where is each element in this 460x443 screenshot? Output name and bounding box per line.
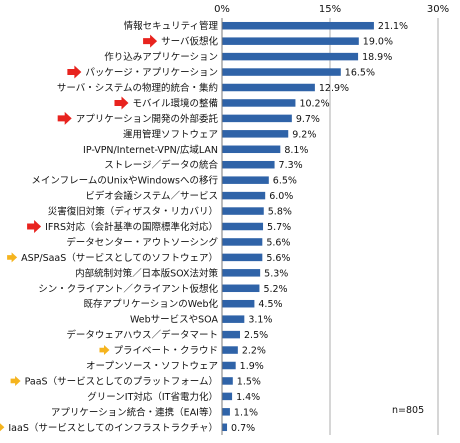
x-tick-label: 15%: [319, 4, 341, 15]
category-label: IFRS対応（会計基準の国際標準化対応）: [45, 221, 218, 233]
category-label: オープンソース・ソフトウェア: [86, 361, 218, 372]
value-label: 6.0%: [269, 191, 293, 202]
bar: [222, 253, 263, 262]
value-label: 18.9%: [362, 52, 392, 63]
red-arrow-icon: [67, 65, 82, 79]
category-label: グリーンIT対応（IT省電力化）: [87, 391, 218, 403]
category-label: 内部統制対策／日本版SOX法対策: [75, 267, 218, 279]
category-label: データセンター・アウトソーシング: [66, 236, 218, 248]
red-arrow-icon: [114, 96, 129, 110]
value-label: 12.9%: [319, 83, 349, 94]
category-label: 情報セキュリティ管理: [124, 20, 219, 32]
sample-size-note: n=805: [392, 405, 424, 416]
orange-arrow-icon: [99, 345, 110, 356]
bar: [222, 114, 292, 123]
category-label: ASP/SaaS（サービスとしてのソフトウェア）: [21, 252, 218, 264]
bar: [222, 99, 296, 107]
x-tick-label: 30%: [427, 4, 449, 15]
bar: [222, 284, 260, 293]
category-label: WebサービスやSOA: [130, 315, 219, 326]
category-label: 既存アプリケーションのWeb化: [83, 298, 218, 310]
category-label: PaaS（サービスとしてのプラットフォーム）: [25, 375, 218, 387]
category-label: ストレージ／データの統合: [104, 159, 218, 171]
value-label: 1.9%: [240, 361, 264, 372]
category-label: 運用管理ソフトウェア: [123, 128, 218, 140]
bar: [222, 37, 359, 45]
category-label: シン・クライアント／クライアント仮想化: [38, 283, 218, 295]
bar: [222, 130, 289, 138]
value-label: 5.6%: [266, 237, 290, 248]
bar: [222, 330, 240, 339]
red-arrow-icon: [27, 220, 42, 233]
orange-arrow-icon: [10, 375, 21, 386]
value-label: 9.2%: [292, 129, 316, 140]
bar: [222, 83, 315, 92]
category-label: パッケージ・アプリケーション: [85, 68, 218, 79]
value-label: 9.7%: [296, 114, 320, 125]
category-label: IaaS（サービスとしてのインフラストラクチャ）: [8, 422, 218, 434]
bar: [222, 299, 255, 308]
value-label: 2.5%: [244, 330, 268, 341]
category-label: モバイル環境の整備: [132, 97, 218, 109]
bar: [222, 52, 359, 61]
value-label: 0.7%: [231, 423, 255, 434]
bar: [222, 68, 341, 76]
red-arrow-icon: [143, 34, 158, 48]
bar: [222, 191, 266, 200]
value-label: 1.5%: [237, 376, 261, 387]
bar: [222, 408, 230, 416]
red-arrow-icon: [57, 111, 72, 125]
value-label: 5.7%: [267, 222, 291, 233]
bar: [222, 207, 264, 215]
value-label: 1.4%: [236, 392, 260, 403]
value-label: 5.2%: [263, 284, 287, 295]
value-label: 5.8%: [268, 207, 292, 218]
x-tick-label: 0%: [214, 4, 230, 15]
value-label: 7.3%: [279, 160, 303, 171]
bar: [222, 176, 269, 184]
category-label: アプリケーション統合・連携（EAI等）: [51, 406, 218, 418]
value-label: 10.2%: [299, 98, 329, 109]
bar: [222, 238, 263, 246]
bar: [222, 269, 261, 277]
value-label: 5.6%: [266, 253, 290, 264]
value-label: 2.2%: [242, 346, 266, 357]
value-label: 1.1%: [234, 407, 258, 418]
value-label: 8.1%: [284, 145, 308, 156]
orange-arrow-icon: [0, 423, 5, 432]
bar: [222, 423, 228, 432]
category-label: 災害復旧対策（ディザスタ・リカバリ）: [48, 206, 218, 218]
orange-arrow-icon: [7, 252, 18, 263]
value-label: 3.1%: [248, 315, 272, 326]
category-label: データウェアハウス／データマート: [66, 329, 218, 341]
category-label: プライベート・クラウド: [113, 346, 218, 357]
bar: [222, 315, 245, 323]
bar: [222, 21, 374, 30]
bar: [222, 377, 233, 385]
bar: [222, 346, 238, 354]
bar: [222, 222, 264, 231]
category-label: サーバ仮想化: [161, 36, 218, 48]
bar: [222, 160, 275, 169]
bar: [222, 361, 236, 370]
bar: [222, 145, 281, 154]
category-label: 作り込みアプリケーション: [104, 51, 218, 63]
bar: [222, 392, 233, 401]
category-label: ビデオ会議システム／サービス: [85, 190, 218, 202]
category-label: アプリケーション開発の外部委託: [76, 113, 219, 125]
value-label: 4.5%: [258, 299, 282, 310]
value-label: 19.0%: [363, 37, 393, 48]
category-label: サーバ・システムの物理的統合・集約: [57, 82, 218, 94]
value-label: 6.5%: [273, 176, 297, 187]
value-label: 5.3%: [264, 268, 288, 279]
category-label: メインフレームのUnixやWindowsへの移行: [31, 175, 218, 187]
value-label: 16.5%: [345, 68, 375, 79]
category-label: IP-VPN/Internet-VPN/広域LAN: [83, 144, 218, 156]
value-label: 21.1%: [378, 21, 408, 32]
